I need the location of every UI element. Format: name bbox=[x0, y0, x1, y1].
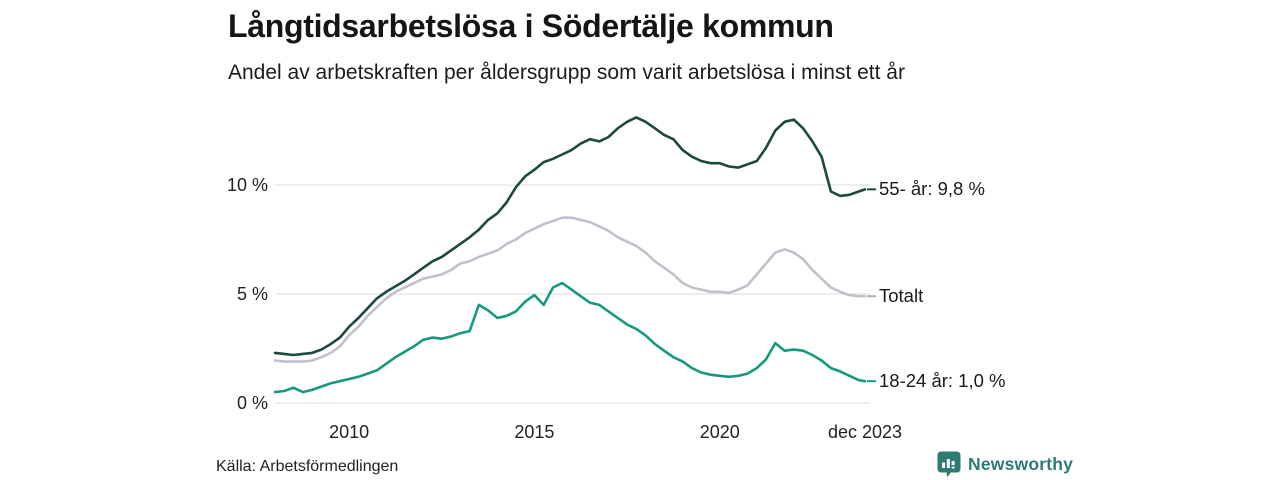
x-tick-label: 2015 bbox=[514, 422, 555, 442]
series-label-Totalt: Totalt bbox=[879, 285, 924, 307]
series-line-55-r bbox=[273, 116, 867, 357]
series-line-Totalt bbox=[273, 216, 867, 363]
newsworthy-logo: Newsworthy bbox=[937, 451, 1073, 478]
y-tick-label: 10 % bbox=[226, 175, 268, 195]
source-note: Källa: Arbetsförmedlingen bbox=[216, 458, 399, 475]
page-subtitle: Andel av arbetskraften per åldersgrupp s… bbox=[228, 61, 905, 84]
series-line-18-24r bbox=[273, 281, 867, 394]
x-tick-label: dec 2023 bbox=[827, 422, 903, 442]
x-tick-label: 2010 bbox=[329, 422, 370, 442]
brand-name: Newsworthy bbox=[968, 454, 1074, 474]
y-tick-label: 0 % bbox=[236, 393, 268, 413]
page-title: Långtidsarbetslösa i Södertälje kommun bbox=[228, 8, 834, 44]
bar-chart-bubble-icon bbox=[937, 451, 961, 478]
series-label-55-r: 55- år: 9,8 % bbox=[879, 178, 985, 200]
x-tick-label: 2020 bbox=[699, 422, 740, 442]
series-label-18-24r: 18-24 år: 1,0 % bbox=[879, 370, 1006, 392]
y-tick-label: 5 % bbox=[236, 284, 268, 304]
